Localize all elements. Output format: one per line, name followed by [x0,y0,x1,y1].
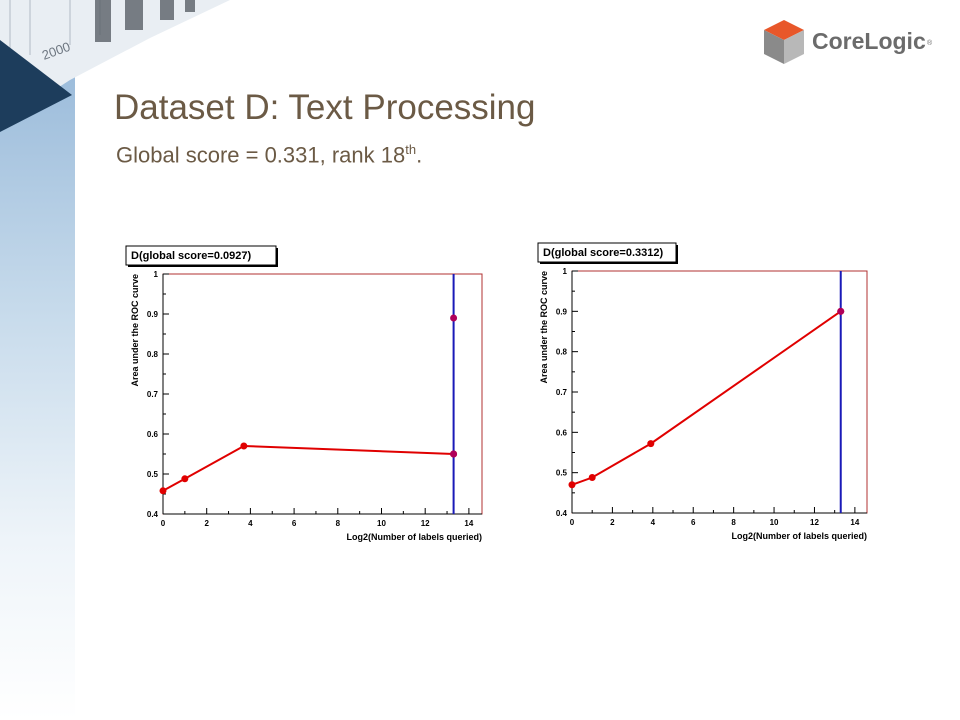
series-line [571,310,842,486]
x-axis-label: Log2(Number of labels queried) [731,531,867,541]
x-tick-label: 10 [770,518,779,527]
x-tick-label: 14 [464,519,473,528]
y-axis-label: Area under the ROC curve [539,271,549,384]
data-point [240,442,248,450]
chart-title-box [537,242,677,263]
x-tick-label: 6 [292,519,297,528]
subtitle-end: . [416,142,423,168]
x-tick-label: 4 [248,519,253,528]
logo-wordmark: CoreLogic [812,28,926,54]
plot-frame [162,273,483,515]
chart-title: D(global score=0.3312) [543,247,663,259]
x-tick-label: 10 [377,519,386,528]
x-tick-label: 14 [850,518,859,527]
y-tick-label: 0.9 [147,310,159,319]
slide-subtitle: Global score = 0.331, rank 18th. [116,142,422,168]
data-point [647,440,655,448]
x-tick-label: 2 [610,518,615,527]
data-point [159,487,167,495]
plot-frame [571,270,868,514]
corelogic-cube-icon [764,20,804,64]
x-tick-label: 8 [336,519,341,528]
subtitle-main: Global score = 0.331, rank 18 [116,142,406,168]
y-tick-label: 0.4 [556,509,568,518]
series-line [162,444,454,492]
y-tick-label: 0.8 [147,350,159,359]
y-tick-label: 0.6 [556,428,568,437]
y-tick-label: 0.9 [556,307,568,316]
marker-point [450,450,458,458]
chart-title-box [125,245,277,266]
y-tick-label: 1 [563,267,568,276]
x-tick-label: 2 [204,519,209,528]
x-tick-label: 0 [570,518,575,527]
y-tick-label: 0.4 [147,510,159,519]
y-tick-label: 0.5 [556,469,568,478]
x-tick-label: 8 [731,518,736,527]
y-tick-label: 0.8 [556,348,568,357]
subtitle-superscript: th [405,142,417,157]
y-tick-label: 1 [154,270,159,279]
chart-left-svg: D(global score=0.0927) 0.4 0.5 0.6 0.7 0.8 0.9… [125,245,483,542]
marker-point [450,314,458,322]
chart-left: D(global score=0.0927) 0.4 0.5 0.6 0.7 0.8 0.9… [120,238,495,548]
x-tick-label: 12 [421,519,430,528]
chart-title: D(global score=0.0927) [131,250,251,262]
chart-right-svg: D(global score=0.3312) 0.4 0.5 0.6 0.7 0.8 0.9… [537,242,868,541]
y-axis-label: Area under the ROC curve [130,274,140,387]
logo-registered-mark: ® [927,40,933,47]
y-tick-label: 0.5 [147,470,159,479]
data-point [568,481,576,489]
y-tick-label: 0.7 [147,390,159,399]
y-tick-label: 0.7 [556,388,568,397]
slide-title: Dataset D: Text Processing [114,88,536,127]
data-point [588,474,596,482]
x-tick-label: 12 [810,518,819,527]
data-point [181,475,189,483]
chart-right: D(global score=0.3312) 0.4 0.5 0.6 0.7 0.8 0.9… [530,235,875,550]
corner-decoration-image: 2000 [0,0,230,132]
x-tick-label: 4 [651,518,656,527]
y-tick-label: 0.6 [147,430,159,439]
corelogic-logo: CoreLogic ® [762,18,942,70]
marker-point [837,307,845,315]
x-tick-label: 6 [691,518,696,527]
x-axis-label: Log2(Number of labels queried) [346,532,482,542]
x-tick-label: 0 [161,519,166,528]
